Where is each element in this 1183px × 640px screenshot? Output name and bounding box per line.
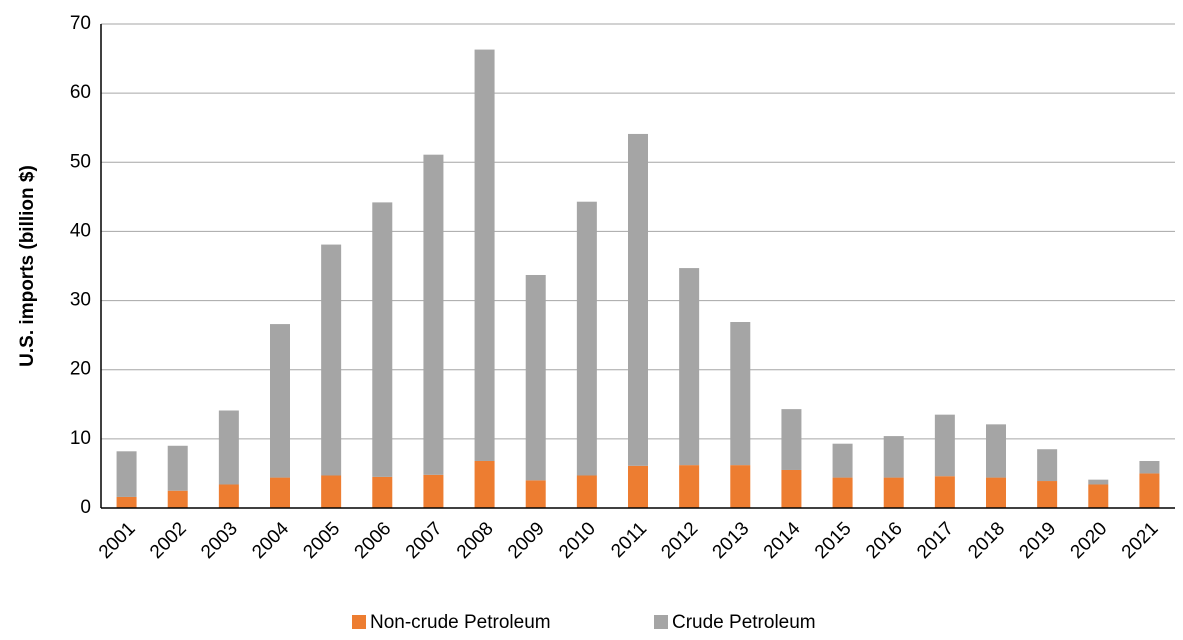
y-tick-label: 0 — [80, 497, 91, 518]
bar-segment — [934, 476, 955, 508]
x-tick-label: 2010 — [555, 518, 600, 563]
legend-label: Crude Petroleum — [672, 612, 816, 633]
bar-segment — [1139, 460, 1160, 474]
y-axis-label: U.S. imports (billion $) — [17, 165, 38, 367]
y-tick-label: 30 — [70, 290, 91, 311]
x-tick-label: 2001 — [95, 518, 140, 563]
x-tick-label: 2002 — [146, 518, 191, 563]
x-tick-label: 2004 — [248, 518, 293, 563]
bar-segment — [986, 424, 1006, 478]
legend-swatch — [352, 615, 366, 629]
y-tick-label: 50 — [70, 151, 91, 172]
x-tick-label: 2020 — [1067, 518, 1112, 563]
bar-segment — [218, 410, 239, 485]
bar-segment — [321, 475, 342, 508]
bar-segment — [474, 460, 495, 508]
x-tick-label: 2015 — [811, 518, 856, 563]
x-tick-label: 2012 — [657, 518, 702, 563]
bar-segment — [934, 414, 955, 477]
bar-segment — [832, 443, 853, 478]
bar-segment — [474, 49, 495, 461]
x-tick-label: 2017 — [913, 518, 958, 563]
bar-segment — [986, 477, 1006, 508]
x-tick-label: 2009 — [504, 518, 549, 563]
bar-segment — [116, 496, 137, 508]
bar-segment — [372, 202, 393, 477]
x-tick-label: 2018 — [964, 518, 1009, 563]
bar-segment — [423, 154, 444, 475]
x-tick-label: 2008 — [453, 518, 498, 563]
x-tick-label: 2003 — [197, 518, 242, 563]
bar-segment — [730, 465, 751, 508]
bar-segment — [679, 465, 700, 508]
x-tick-label: 2013 — [709, 518, 754, 563]
y-tick-label: 60 — [70, 82, 91, 103]
bar-segment — [576, 475, 597, 508]
x-tick-label: 2006 — [351, 518, 396, 563]
x-tick-label: 2005 — [299, 518, 344, 563]
y-tick-label: 40 — [70, 220, 91, 241]
legend-swatch — [654, 615, 668, 629]
bar-segment — [883, 436, 904, 478]
bar-segment — [781, 469, 802, 508]
bar-segment — [1037, 449, 1058, 482]
bar-segment — [270, 324, 290, 478]
bar-segment — [628, 133, 648, 466]
legend-label: Non-crude Petroleum — [370, 612, 551, 633]
bar-segment — [1088, 479, 1109, 485]
bar-segment — [372, 476, 393, 508]
bar-segment — [730, 322, 751, 466]
bar-segment — [832, 477, 853, 508]
bar-segment — [1088, 484, 1109, 508]
bar-segment — [525, 274, 546, 481]
bar-segment — [1139, 473, 1160, 508]
bar-segment — [218, 484, 239, 508]
bar-segment — [576, 201, 597, 476]
y-tick-label: 20 — [70, 359, 91, 380]
bar-segment — [167, 445, 188, 491]
bar-segment — [883, 477, 904, 508]
bar-segment — [679, 268, 700, 466]
bar-segment — [525, 480, 546, 508]
bar-segment — [116, 451, 137, 497]
bar-segment — [423, 474, 444, 508]
bar-segment — [1037, 481, 1058, 508]
x-tick-label: 2019 — [1015, 518, 1060, 563]
bar-segment — [321, 244, 342, 476]
bar-segment — [167, 490, 188, 508]
x-tick-label: 2011 — [607, 518, 651, 562]
x-tick-label: 2014 — [760, 518, 805, 563]
y-tick-label: 70 — [70, 13, 91, 34]
x-tick-label: 2016 — [862, 518, 907, 563]
bar-segment — [628, 465, 648, 508]
y-tick-label: 10 — [70, 428, 91, 449]
bar-segment — [781, 409, 802, 470]
bar-segment — [270, 477, 290, 508]
x-tick-label: 2007 — [402, 518, 447, 563]
x-tick-label: 2021 — [1118, 518, 1163, 563]
